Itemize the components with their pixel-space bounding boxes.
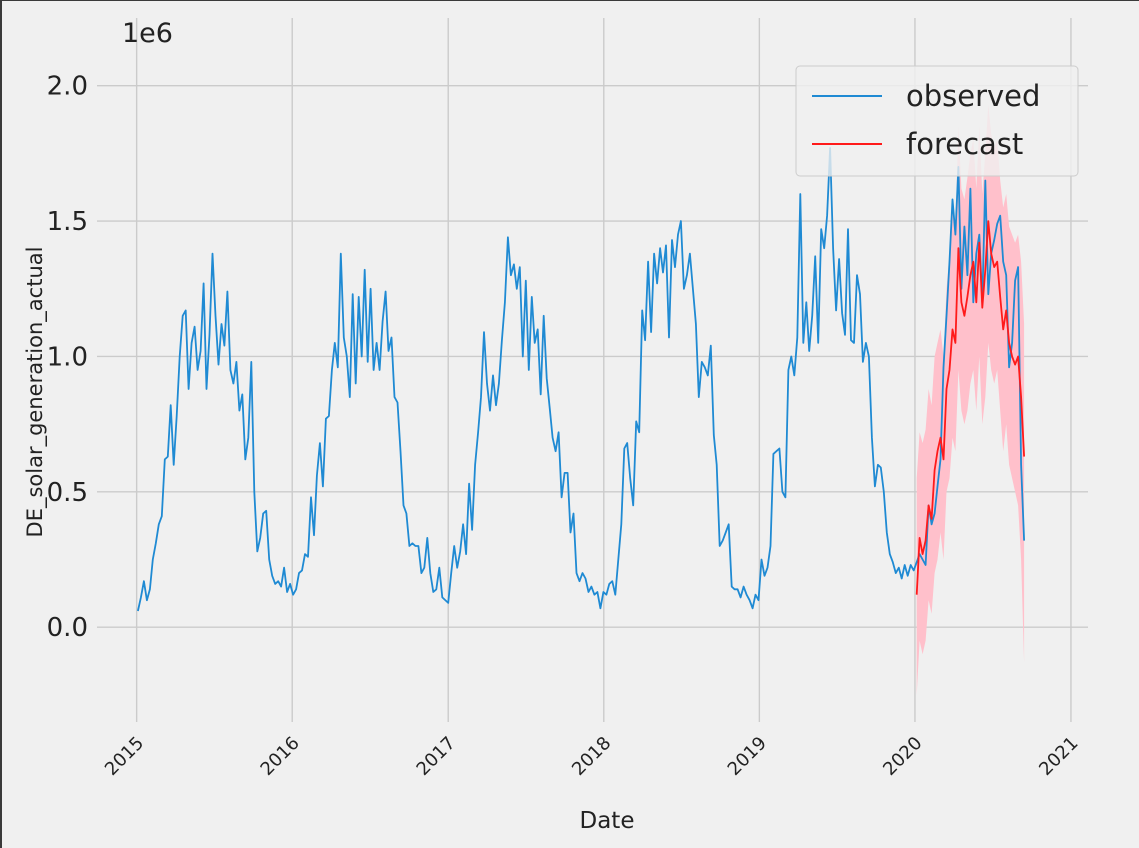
x-tick-label: 2017 — [413, 733, 460, 780]
y-tick-label: 0.5 — [47, 478, 88, 508]
x-tick-label: 2020 — [879, 733, 926, 780]
y-tick-label: 1.5 — [47, 207, 88, 237]
x-axis-label: Date — [580, 808, 635, 834]
frame-border-top — [0, 0, 1139, 1]
series-line-forecast — [915, 220, 1025, 595]
x-tick-label: 2016 — [257, 733, 304, 780]
offset-label: 1e6 — [122, 18, 173, 49]
legend: observed forecast — [795, 65, 1079, 177]
legend-box — [795, 65, 1079, 177]
y-axis-label: DE_solar_generation_actual — [23, 247, 48, 538]
series-line-observed — [137, 147, 1025, 612]
x-axis-ticks: 2015 2016 2017 2018 2019 2020 2021 — [101, 733, 1083, 780]
y-axis-ticks: 0.0 0.5 1.0 1.5 2.0 — [47, 72, 88, 644]
x-tick-label: 2015 — [101, 733, 148, 780]
confidence-band-area — [916, 104, 1025, 695]
legend-forecast-label: forecast — [906, 127, 1023, 161]
y-tick-label: 2.0 — [47, 72, 88, 102]
x-tick-label: 2021 — [1035, 733, 1082, 780]
confidence-band — [916, 104, 1025, 695]
frame-border-left — [0, 0, 2, 848]
series-lines — [137, 147, 1025, 612]
x-tick-label: 2018 — [568, 733, 615, 780]
y-tick-label: 0.0 — [47, 613, 88, 643]
legend-observed-label: observed — [906, 79, 1040, 113]
x-tick-label: 2019 — [724, 733, 771, 780]
y-tick-label: 1.0 — [47, 342, 88, 372]
